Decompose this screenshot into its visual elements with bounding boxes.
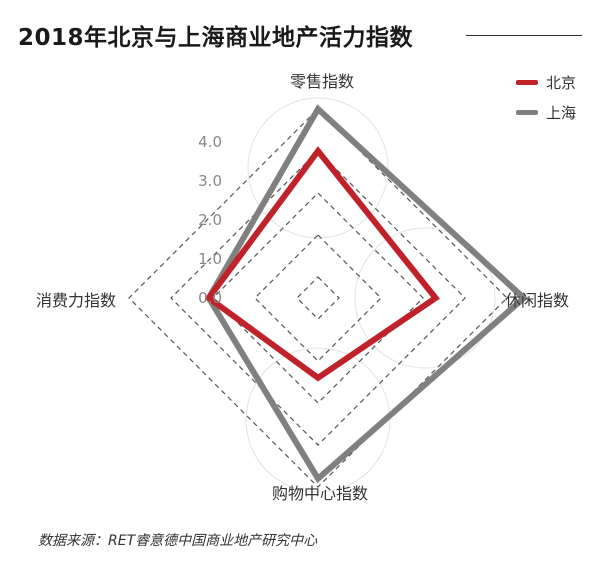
- radar-series: [204, 104, 529, 484]
- axis-bubble-1: [354, 227, 496, 369]
- tick-labels: 0.0 1.0 2.0 3.0 4.0: [198, 133, 222, 307]
- tick-label-0: 0.0: [198, 289, 222, 307]
- legend-label-shanghai: 上海: [546, 103, 577, 122]
- radar-grid: [128, 108, 508, 488]
- legend-label-beijing: 北京: [546, 73, 577, 92]
- tick-label-3: 3.0: [198, 172, 222, 190]
- axis-bubble-2: [245, 347, 391, 493]
- chart-title: 2018年北京与上海商业地产活力指数: [18, 25, 414, 51]
- title-rule: [466, 35, 582, 36]
- tick-label-4: 4.0: [198, 133, 222, 151]
- legend-swatch-shanghai: [516, 109, 538, 115]
- grid-ring-0: [296, 276, 340, 320]
- axis-label-leisure: 休闲指数: [505, 291, 569, 310]
- axis-label-mall: 购物中心指数: [272, 484, 368, 503]
- legend-swatch-beijing: [516, 79, 538, 85]
- data-source-note: 数据来源：RET睿意德中国商业地产研究中心: [38, 533, 318, 549]
- legend-item-shanghai: 上海: [516, 100, 576, 124]
- legend: 北京 上海: [516, 70, 576, 130]
- grid-ring-3: [170, 150, 466, 446]
- axis-label-retail: 零售指数: [290, 72, 354, 91]
- axis-label-consumption: 消费力指数: [36, 291, 116, 310]
- tick-label-1: 1.0: [198, 250, 222, 268]
- legend-item-beijing: 北京: [516, 70, 576, 94]
- grid-ring-4: [128, 108, 508, 488]
- tick-label-2: 2.0: [198, 211, 222, 229]
